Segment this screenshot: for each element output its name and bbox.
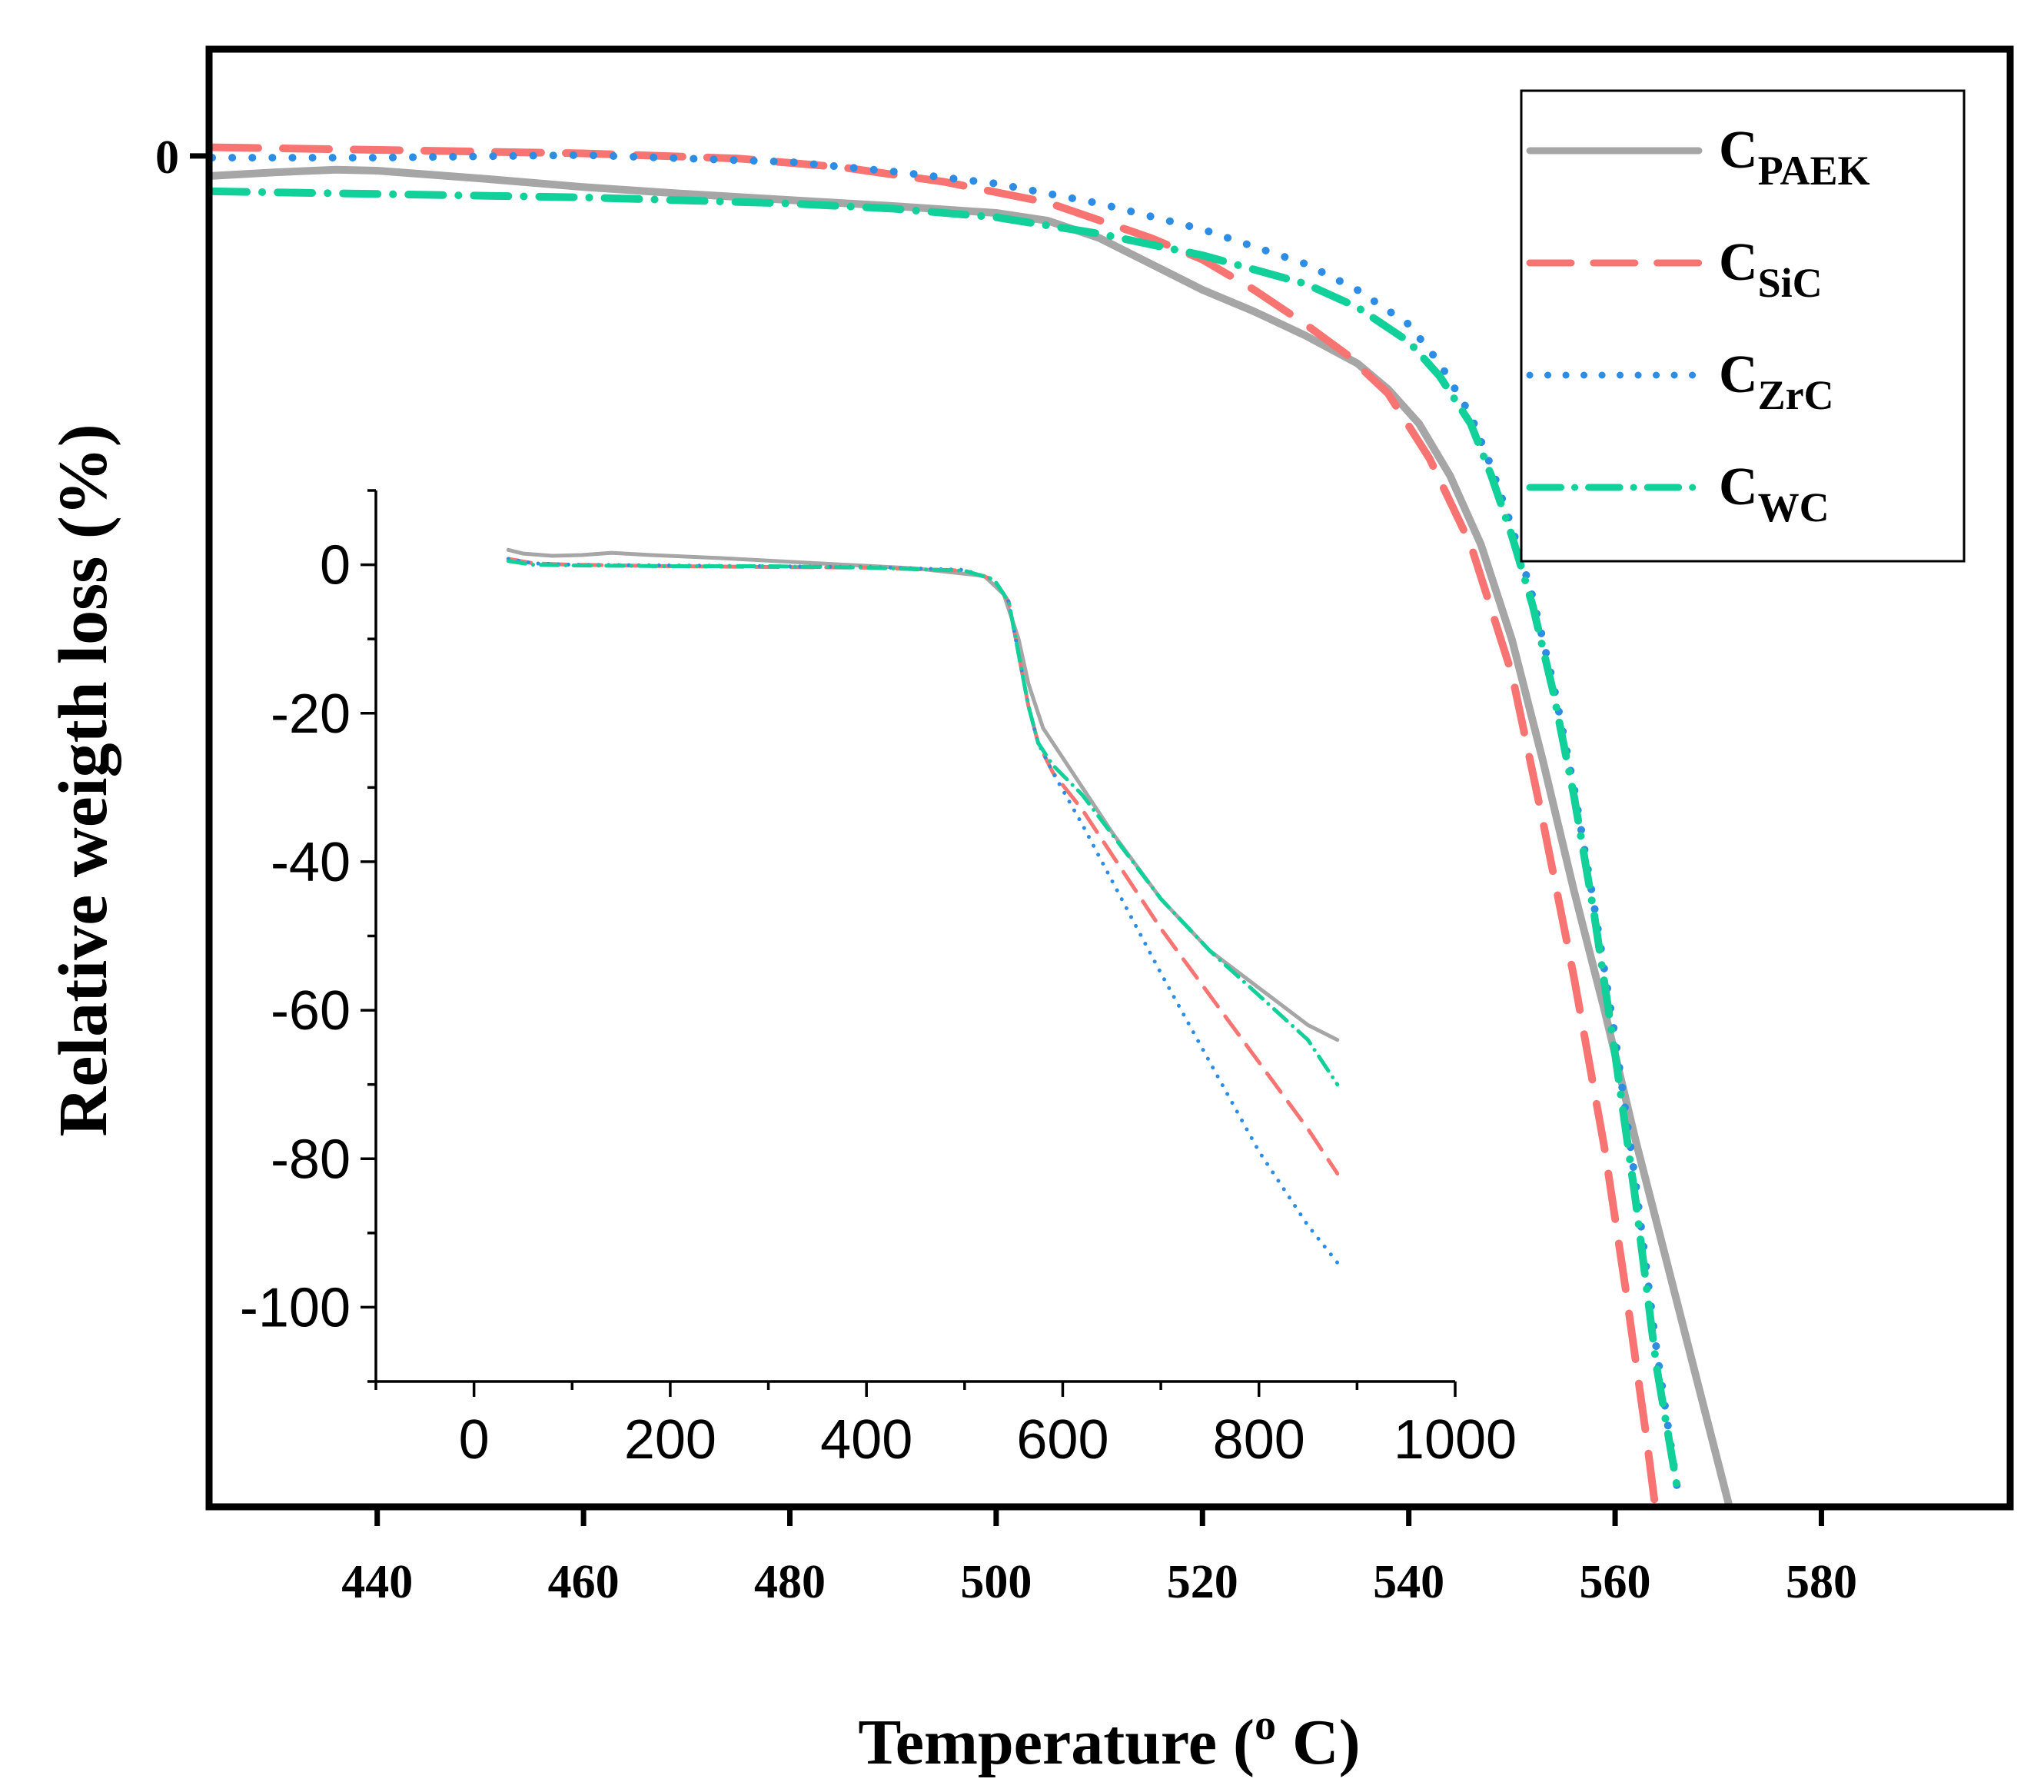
main-y-tick-label: 0 — [155, 131, 179, 184]
main-x-tick-label: 500 — [960, 1556, 1032, 1608]
inset-x-tick-label: 0 — [459, 1409, 490, 1471]
inset-axis-ticks: 0 200 400 600 800 1000 0 -20 -40 -60 -80 -100 — [240, 489, 1517, 1471]
x-axis-title: Temperature (o C) — [858, 1701, 1360, 1778]
main-series-line-wc — [212, 187, 1681, 1491]
inset-x-tick-label: 1000 — [1394, 1409, 1517, 1471]
main-x-tick-label: 480 — [754, 1556, 826, 1608]
inset-x-tick-label: 400 — [820, 1409, 912, 1471]
inset-y-tick-label: -100 — [240, 1277, 351, 1338]
inset-y-tick-label: 0 — [320, 535, 351, 597]
y-axis-title: Relative weigth loss (%) — [45, 424, 121, 1136]
main-x-tick-label: 540 — [1373, 1556, 1444, 1608]
main-series-line-paek — [212, 165, 1733, 1504]
main-x-tick-label: 440 — [341, 1556, 413, 1608]
main-series-group — [212, 143, 1733, 1504]
inset-x-tick-label: 200 — [624, 1409, 716, 1471]
legend-box — [1520, 89, 1966, 563]
main-axis-ticks: 440 460 480 500 520 540 560 580 0 — [155, 131, 1857, 1608]
main-x-tick-label: 560 — [1580, 1556, 1651, 1608]
inset-y-tick-label: -20 — [271, 683, 351, 745]
inset-y-tick-label: -80 — [271, 1129, 351, 1190]
legend-label-zrc: CZrC — [1719, 345, 1834, 418]
legend-label-wc: CWC — [1719, 457, 1830, 530]
main-series-line-sic — [212, 143, 1659, 1504]
inset-series-group — [506, 547, 1340, 1265]
inset-x-tick-label: 600 — [1016, 1409, 1108, 1471]
main-plot-frame — [205, 45, 2014, 1511]
inset-series-line-wc — [506, 559, 1340, 1087]
inset-y-tick-label: -40 — [271, 832, 351, 893]
legend-label-sic: CSiC — [1719, 233, 1823, 306]
legend: CPAEK CSiC CZrC CWC — [1520, 89, 1966, 563]
inset-x-tick-label: 800 — [1213, 1409, 1305, 1471]
inset-y-tick-label: -60 — [271, 980, 351, 1042]
main-x-tick-label: 520 — [1167, 1556, 1238, 1608]
legend-label-paek: CPAEK — [1719, 121, 1870, 194]
main-x-tick-label: 460 — [548, 1556, 620, 1608]
main-x-tick-label: 580 — [1786, 1556, 1857, 1608]
